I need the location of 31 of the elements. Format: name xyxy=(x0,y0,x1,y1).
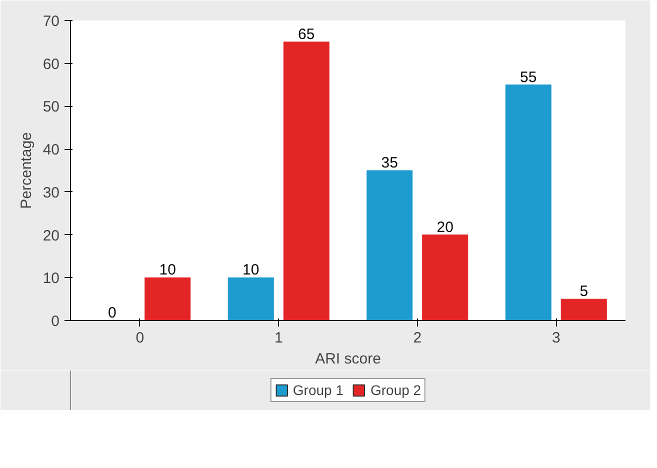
legend-label: Group 2 xyxy=(370,382,422,398)
y-tick-label: 50 xyxy=(42,98,60,116)
x-tick-label: 3 xyxy=(552,330,560,346)
data-label: 20 xyxy=(436,218,454,236)
bar xyxy=(228,277,274,320)
x-tick-label: 2 xyxy=(413,330,422,346)
bar xyxy=(560,298,607,320)
bar xyxy=(505,84,552,320)
x-axis-title: ARI score xyxy=(315,350,381,368)
y-axis-title: Percentage xyxy=(18,132,35,209)
y-tick-label: 70 xyxy=(42,13,60,30)
y-tick-label: 20 xyxy=(42,227,60,244)
y-tick-label: 10 xyxy=(42,270,60,288)
data-label: 55 xyxy=(520,68,537,86)
y-tick-label: 30 xyxy=(42,184,60,202)
data-label: 65 xyxy=(298,26,315,43)
data-label: 0 xyxy=(108,304,116,322)
data-label: 10 xyxy=(159,262,176,279)
bar xyxy=(144,277,191,320)
bar xyxy=(366,170,413,320)
x-tick-label: 0 xyxy=(136,330,144,346)
y-tick-label: 40 xyxy=(42,142,60,159)
data-label: 10 xyxy=(242,262,260,279)
y-tick-label: 60 xyxy=(42,56,60,73)
x-tick-label: 1 xyxy=(274,330,283,346)
data-label: 5 xyxy=(580,283,588,300)
legend-label: Group 1 xyxy=(292,382,344,398)
data-label: 35 xyxy=(381,154,398,172)
bar xyxy=(283,42,330,320)
y-tick-label: 0 xyxy=(51,313,60,330)
bar xyxy=(422,234,468,320)
